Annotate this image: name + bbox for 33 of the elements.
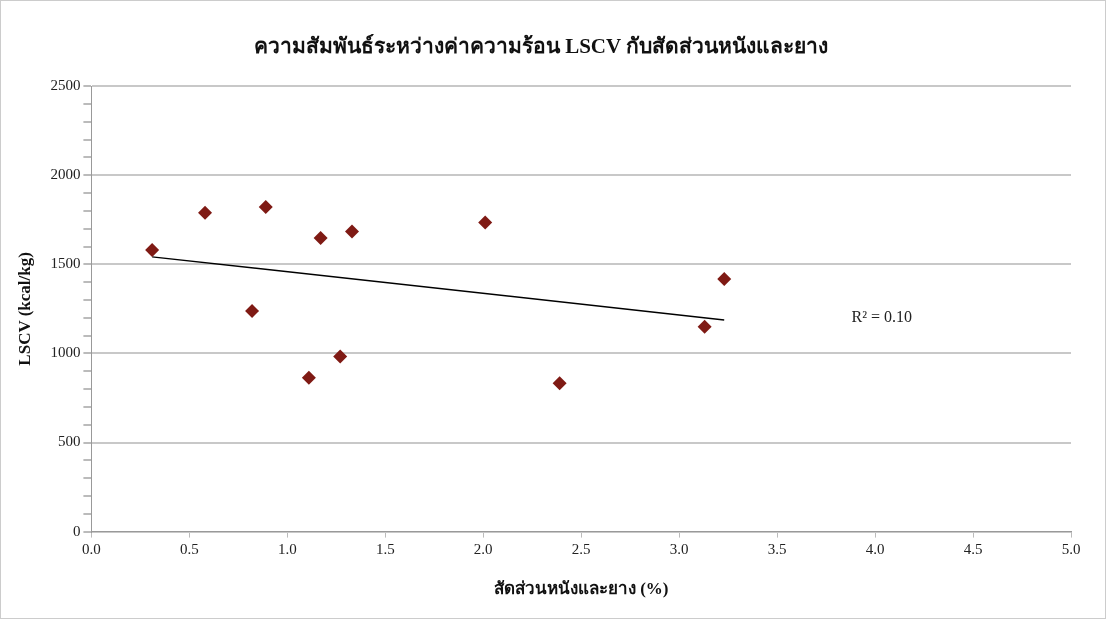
- x-tick-label: 4.5: [963, 540, 983, 557]
- point: [478, 215, 493, 230]
- y-tick-label: 2500: [50, 77, 81, 94]
- point: [198, 205, 213, 220]
- x-axis-title: สัดส่วนหนังและยาง (%): [493, 579, 669, 599]
- point: [245, 304, 260, 319]
- x-tick-label: 5.0: [1061, 540, 1081, 557]
- x-tick-label: 4.0: [865, 540, 885, 557]
- point: [697, 319, 712, 334]
- y-tick-label: 500: [57, 433, 81, 450]
- x-tick-label: 3.0: [669, 540, 689, 557]
- x-tick-label: 2.5: [571, 540, 591, 557]
- y-tick-label: 1500: [50, 255, 81, 272]
- chart-title: ความสัมพันธ์ระหว่างค่าความร้อน LSCV กับสัดส่วนหนังและยาง: [253, 34, 829, 59]
- x-tick-label: 0.5: [179, 540, 199, 557]
- point: [717, 271, 732, 286]
- x-tick-label: 3.5: [767, 540, 787, 557]
- point: [258, 199, 273, 214]
- point: [145, 243, 160, 258]
- point: [552, 376, 567, 391]
- annotation: R² = 0.10: [851, 308, 913, 326]
- point: [344, 224, 359, 239]
- x-tick-label: 0.0: [82, 540, 101, 557]
- point: [301, 370, 316, 385]
- x-tick-label: 2.0: [473, 540, 493, 557]
- x-tick-label: 1.0: [277, 540, 297, 557]
- y-tick-label: 2000: [50, 166, 81, 183]
- y-axis-title: LSCV (kcal/kg): [14, 252, 34, 366]
- point: [313, 230, 328, 245]
- point: [333, 349, 348, 364]
- y-tick-label: 0: [72, 522, 81, 539]
- x-tick-label: 1.5: [375, 540, 395, 557]
- y-tick-label: 1000: [50, 344, 81, 361]
